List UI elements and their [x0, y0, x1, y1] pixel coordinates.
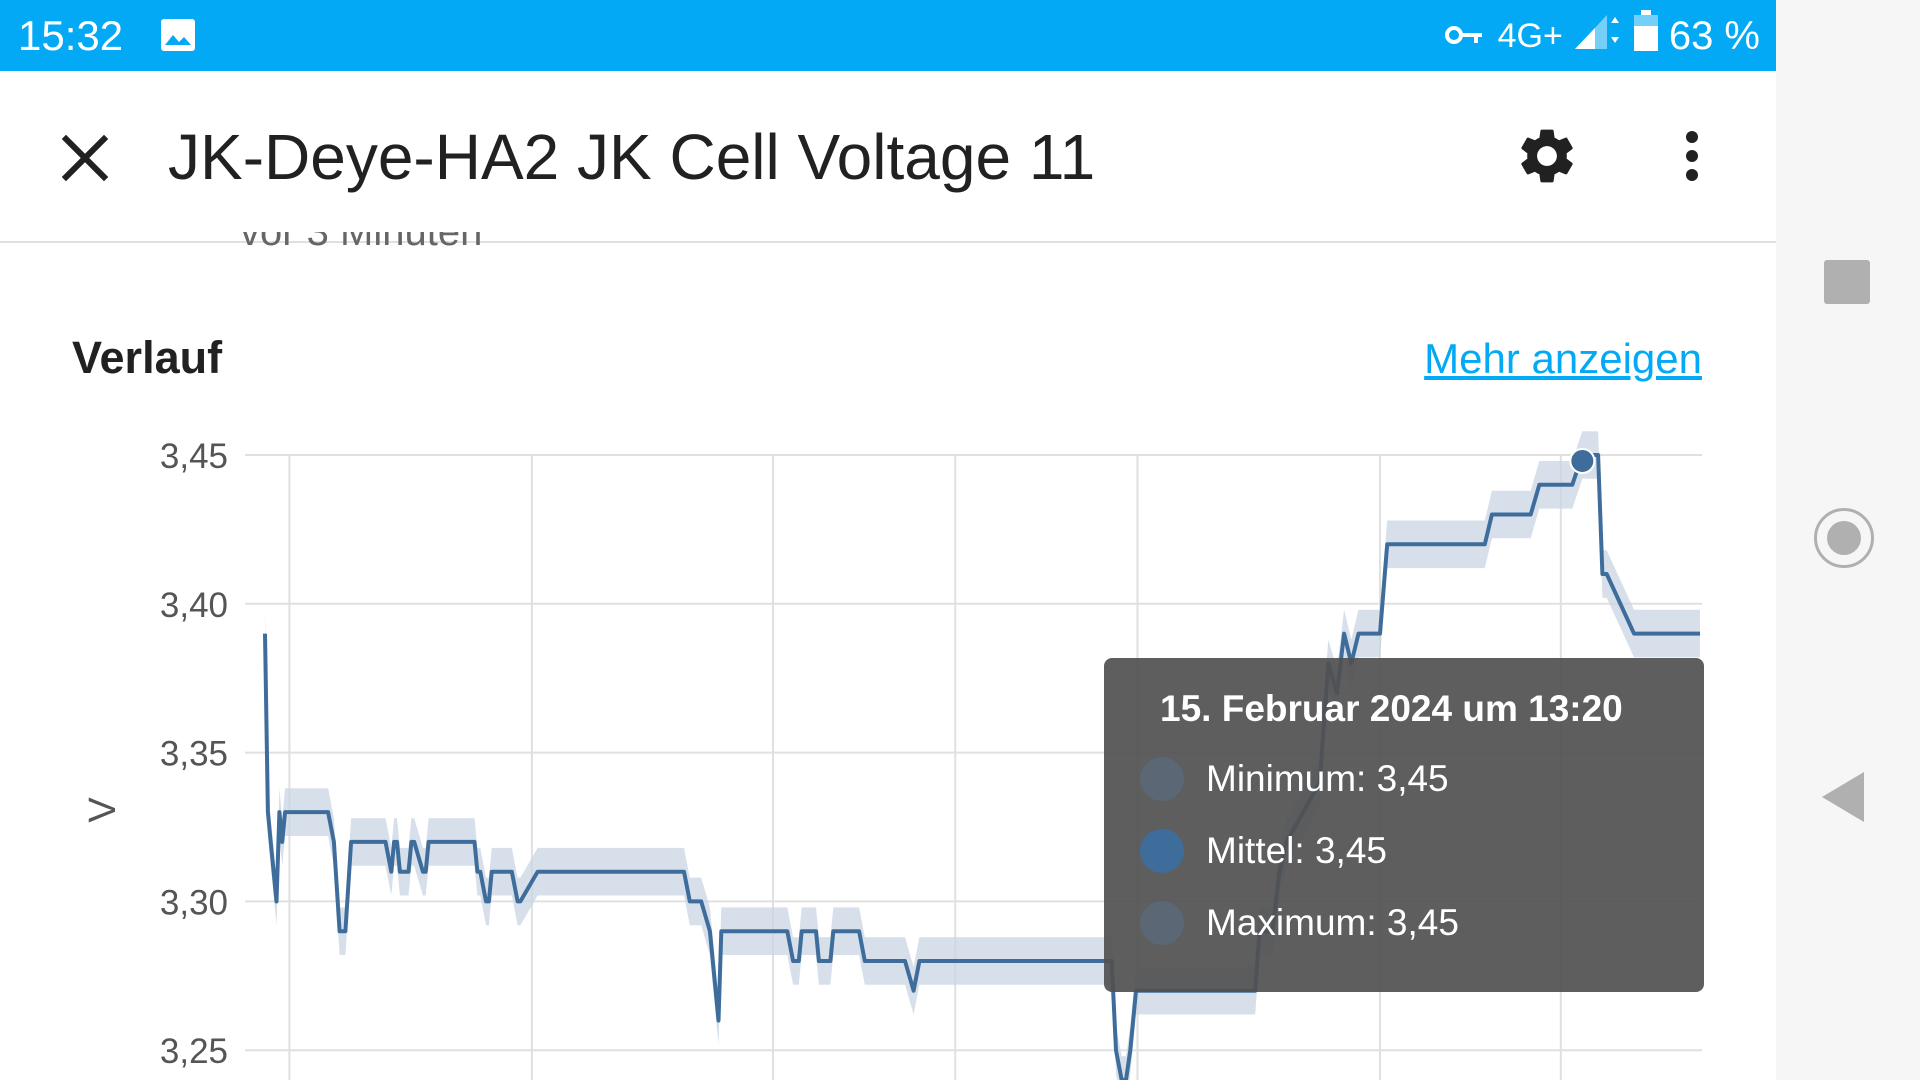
image-icon: [160, 18, 196, 52]
gear-icon: [1521, 129, 1573, 183]
back-button[interactable]: [1822, 772, 1864, 822]
highlighted-point: [1569, 448, 1596, 474]
y-tick-label: 3,30: [160, 883, 228, 922]
legend-dot-icon: [1140, 757, 1184, 801]
series-line-mittel: [263, 453, 1700, 1080]
network-type: 4G+: [1497, 16, 1563, 55]
dialog-title: JK-Deye-HA2 JK Cell Voltage 11: [168, 121, 1096, 193]
tooltip-row-mean: Mittel: 3,45: [1140, 826, 1387, 876]
battery-level: 63 %: [1668, 13, 1760, 58]
vpn-key-icon: [1444, 14, 1484, 59]
y-tick-label: 3,40: [160, 586, 228, 625]
home-button[interactable]: [1814, 508, 1874, 568]
dialog-header: JK-Deye-HA2 JK Cell Voltage 11: [0, 71, 1776, 243]
system-navigation-bar: [1776, 0, 1920, 1080]
signal-icon: [1573, 11, 1623, 61]
last-changed-text: vor 3 Minuten: [240, 232, 482, 252]
min-max-band: [265, 431, 1700, 1080]
y-tick-label: 3,45: [160, 437, 228, 476]
more-options-button[interactable]: [1664, 123, 1720, 189]
status-time: 15:32: [18, 12, 124, 59]
history-title: Verlauf: [72, 332, 223, 383]
close-icon: [61, 134, 109, 182]
chart-tooltip: 15. Februar 2024 um 13:20 Minimum: 3,45 …: [1104, 658, 1704, 992]
tooltip-title: 15. Februar 2024 um 13:20: [1160, 688, 1623, 729]
status-bar: 15:32 4G+ 63 %: [0, 0, 1776, 71]
y-axis-ticks: 3,45 3,40 3,35 3,30 3,25: [160, 437, 228, 1071]
y-tick-label: 3,25: [160, 1032, 228, 1071]
legend-dot-icon: [1140, 829, 1184, 873]
more-vert-icon: [1686, 131, 1698, 181]
recents-button[interactable]: [1824, 260, 1870, 304]
tooltip-mean: Mittel: 3,45: [1206, 830, 1387, 871]
tooltip-maximum: Maximum: 3,45: [1206, 902, 1459, 943]
battery-icon: [1633, 10, 1659, 62]
settings-button[interactable]: [1514, 123, 1580, 189]
y-axis-label: V: [82, 797, 124, 823]
chart-series: [263, 431, 1700, 1080]
y-tick-label: 3,35: [160, 735, 228, 774]
status-icons: 4G+ 63 %: [1444, 8, 1760, 64]
tooltip-minimum: Minimum: 3,45: [1206, 758, 1449, 799]
tooltip-row-maximum: Maximum: 3,45: [1140, 898, 1459, 948]
show-more-link[interactable]: Mehr anzeigen: [1424, 335, 1702, 382]
legend-dot-icon: [1140, 901, 1184, 945]
tooltip-row-minimum: Minimum: 3,45: [1140, 754, 1449, 804]
close-button[interactable]: [52, 125, 118, 191]
